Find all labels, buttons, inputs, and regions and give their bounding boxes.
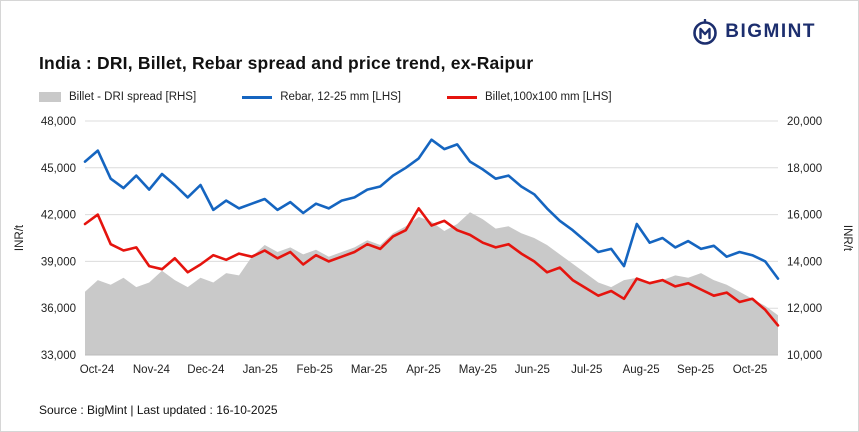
svg-text:12,000: 12,000 xyxy=(787,303,822,315)
svg-text:Apr-25: Apr-25 xyxy=(406,364,441,376)
svg-text:INR/t: INR/t xyxy=(841,225,853,252)
rebar-line-swatch-icon xyxy=(242,95,273,99)
svg-text:Oct-25: Oct-25 xyxy=(733,364,768,376)
chart-legend: Billet - DRI spread [RHS] Rebar, 12-25 m… xyxy=(39,91,612,103)
svg-text:May-25: May-25 xyxy=(459,364,497,376)
svg-text:18,000: 18,000 xyxy=(787,163,822,175)
legend-item-spread: Billet - DRI spread [RHS] xyxy=(39,91,196,103)
svg-text:Oct-24: Oct-24 xyxy=(80,364,115,376)
source-note: Source : BigMint | Last updated : 16-10-… xyxy=(39,403,278,417)
svg-text:36,000: 36,000 xyxy=(41,303,76,315)
svg-text:48,000: 48,000 xyxy=(41,116,76,128)
spread-area-swatch-icon xyxy=(39,92,61,102)
svg-text:Aug-25: Aug-25 xyxy=(623,364,660,376)
svg-text:INR/t: INR/t xyxy=(14,224,26,251)
legend-item-billet: Billet,100x100 mm [LHS] xyxy=(447,91,612,103)
svg-text:33,000: 33,000 xyxy=(41,350,76,362)
legend-item-rebar: Rebar, 12-25 mm [LHS] xyxy=(242,91,401,103)
svg-text:42,000: 42,000 xyxy=(41,210,76,222)
page-title: India : DRI, Billet, Rebar spread and pr… xyxy=(39,53,534,73)
svg-text:Jun-25: Jun-25 xyxy=(515,364,550,376)
bigmint-logo-icon xyxy=(692,19,718,45)
svg-text:Sep-25: Sep-25 xyxy=(677,364,714,376)
svg-text:Jul-25: Jul-25 xyxy=(571,364,602,376)
svg-text:Dec-24: Dec-24 xyxy=(187,364,225,376)
legend-label: Billet - DRI spread [RHS] xyxy=(69,91,197,103)
svg-text:20,000: 20,000 xyxy=(787,116,822,128)
legend-label: Rebar, 12-25 mm [LHS] xyxy=(280,91,401,103)
chart-svg: 33,000 36,000 39,000 42,000 45,000 48,000 10,0… xyxy=(14,116,853,376)
svg-text:14,000: 14,000 xyxy=(787,256,822,268)
price-trend-chart: 33,000 36,000 39,000 42,000 45,000 48,000 10,0… xyxy=(9,109,854,391)
svg-text:45,000: 45,000 xyxy=(41,163,76,175)
svg-text:16,000: 16,000 xyxy=(787,210,822,222)
svg-text:Feb-25: Feb-25 xyxy=(296,364,332,376)
svg-text:39,000: 39,000 xyxy=(41,256,76,268)
svg-text:Jan-25: Jan-25 xyxy=(243,364,278,376)
bigmint-logo-text: BIGMINT xyxy=(725,21,816,42)
billet-line-swatch-icon xyxy=(447,95,477,99)
bigmint-logo: BIGMINT xyxy=(692,19,816,45)
svg-text:Mar-25: Mar-25 xyxy=(351,364,387,376)
legend-label: Billet,100x100 mm [LHS] xyxy=(485,91,612,103)
svg-text:Nov-24: Nov-24 xyxy=(133,364,171,376)
svg-text:10,000: 10,000 xyxy=(787,350,822,362)
